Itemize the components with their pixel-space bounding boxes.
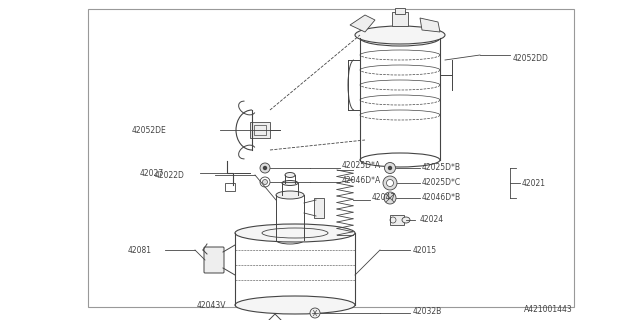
Text: A421001443: A421001443 <box>524 305 573 314</box>
Polygon shape <box>420 18 440 32</box>
Text: 42025D*B: 42025D*B <box>422 163 461 172</box>
Circle shape <box>385 163 396 173</box>
Bar <box>390 215 404 225</box>
Bar <box>225 183 235 191</box>
Text: 42024: 42024 <box>420 214 444 223</box>
Ellipse shape <box>360 153 440 167</box>
Text: 42025D*C: 42025D*C <box>422 178 461 187</box>
Text: 42022D: 42022D <box>155 171 185 180</box>
Ellipse shape <box>402 217 410 223</box>
Polygon shape <box>350 15 375 32</box>
Ellipse shape <box>235 296 355 314</box>
FancyBboxPatch shape <box>204 247 224 273</box>
Circle shape <box>260 163 270 173</box>
Text: 42043V: 42043V <box>197 300 227 309</box>
Text: 42015: 42015 <box>413 245 437 254</box>
Ellipse shape <box>282 180 298 186</box>
Text: 42046D*B: 42046D*B <box>422 193 461 202</box>
Bar <box>392 12 408 26</box>
Bar <box>314 198 324 218</box>
Circle shape <box>260 177 270 187</box>
Circle shape <box>388 166 392 170</box>
Ellipse shape <box>355 26 445 44</box>
Text: 42052DE: 42052DE <box>132 125 167 134</box>
Text: 42025D*A: 42025D*A <box>342 161 381 170</box>
Text: 42027: 42027 <box>140 169 164 178</box>
Circle shape <box>264 166 266 170</box>
Ellipse shape <box>285 172 295 178</box>
Circle shape <box>387 180 394 187</box>
Circle shape <box>384 192 396 204</box>
Text: 42052DD: 42052DD <box>513 53 549 62</box>
Circle shape <box>262 180 268 185</box>
Text: 42032B: 42032B <box>413 307 442 316</box>
Bar <box>395 8 405 14</box>
Bar <box>88 9 574 307</box>
Bar <box>250 122 270 138</box>
Ellipse shape <box>360 30 440 46</box>
Ellipse shape <box>276 191 304 199</box>
Text: 42081: 42081 <box>128 245 152 254</box>
Circle shape <box>383 176 397 190</box>
Text: 42046D*A: 42046D*A <box>342 175 381 185</box>
Text: 42021: 42021 <box>522 179 546 188</box>
Text: 42047: 42047 <box>372 193 396 202</box>
Bar <box>254 125 266 135</box>
Ellipse shape <box>276 236 304 244</box>
Circle shape <box>310 308 320 318</box>
Ellipse shape <box>235 224 355 242</box>
